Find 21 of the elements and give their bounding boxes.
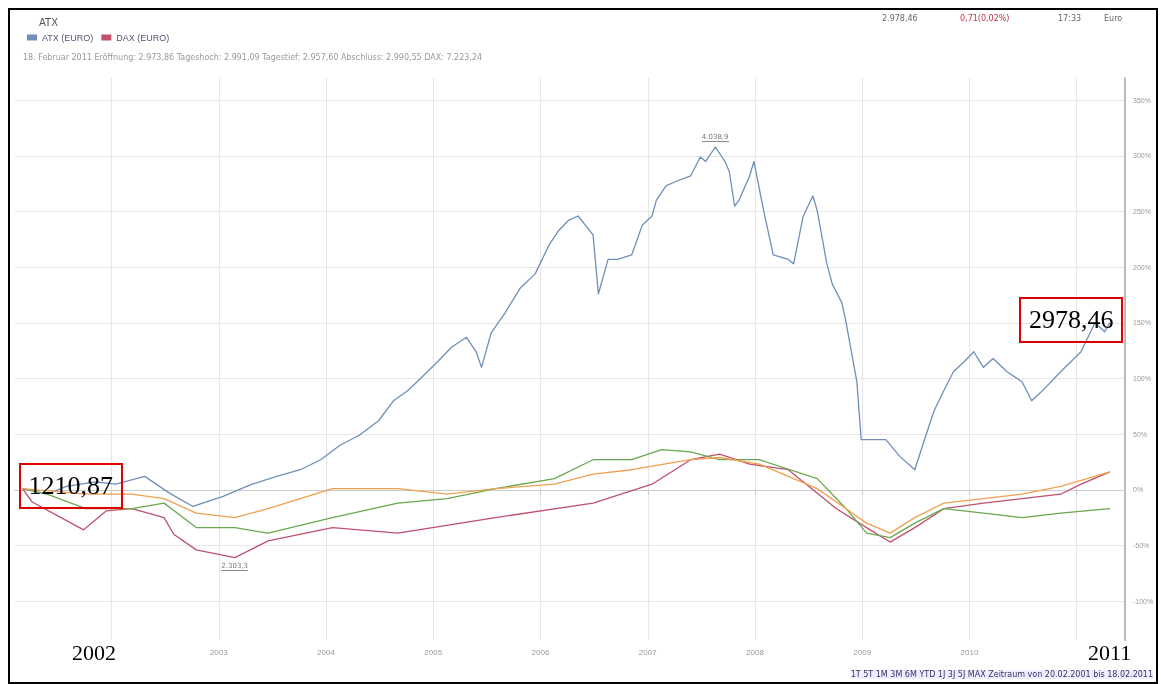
x-tick-label: 2005 [424, 647, 443, 657]
text: 0,71(0,02%) [960, 14, 1010, 23]
x-tick-label: 2006 [531, 647, 550, 657]
x-tick-label: 2003 [209, 647, 229, 657]
chart-title: ATX [39, 16, 59, 28]
x-tick-label: 2008 [746, 647, 765, 657]
text: 1T 5T 1M 3M 6M YTD 1J 3J 5J MAX Zeitraum von 20.02.2001 bis 18.02.2011 [850, 670, 1153, 679]
callout-box: 2978,46 [1019, 296, 1124, 343]
legend-label: ATX (EURO) [42, 32, 94, 43]
x-tick-label: 2009 [853, 647, 872, 657]
text: Euro [1104, 14, 1123, 23]
x-tick-label: 2007 [638, 647, 658, 657]
legend-label: DAX (EURO) [116, 32, 170, 43]
annotation: 2011 [1088, 640, 1132, 666]
annotation: 2002 [72, 640, 116, 666]
line-series [21, 453, 1111, 559]
x-tick-label: 2004 [317, 647, 336, 657]
text: 2.978,46 [882, 14, 918, 23]
x-tick-label: 2010 [960, 647, 979, 657]
text: 17:33 [1058, 14, 1082, 23]
chart-subtitle: 18. Februar 2011 Eröffnung: 2.973,86 Tageshoch: 2.991,09 Tagestief: 2.957,60 Abschluss: 2.990,55 DAX: 7.223,24 [23, 52, 483, 62]
